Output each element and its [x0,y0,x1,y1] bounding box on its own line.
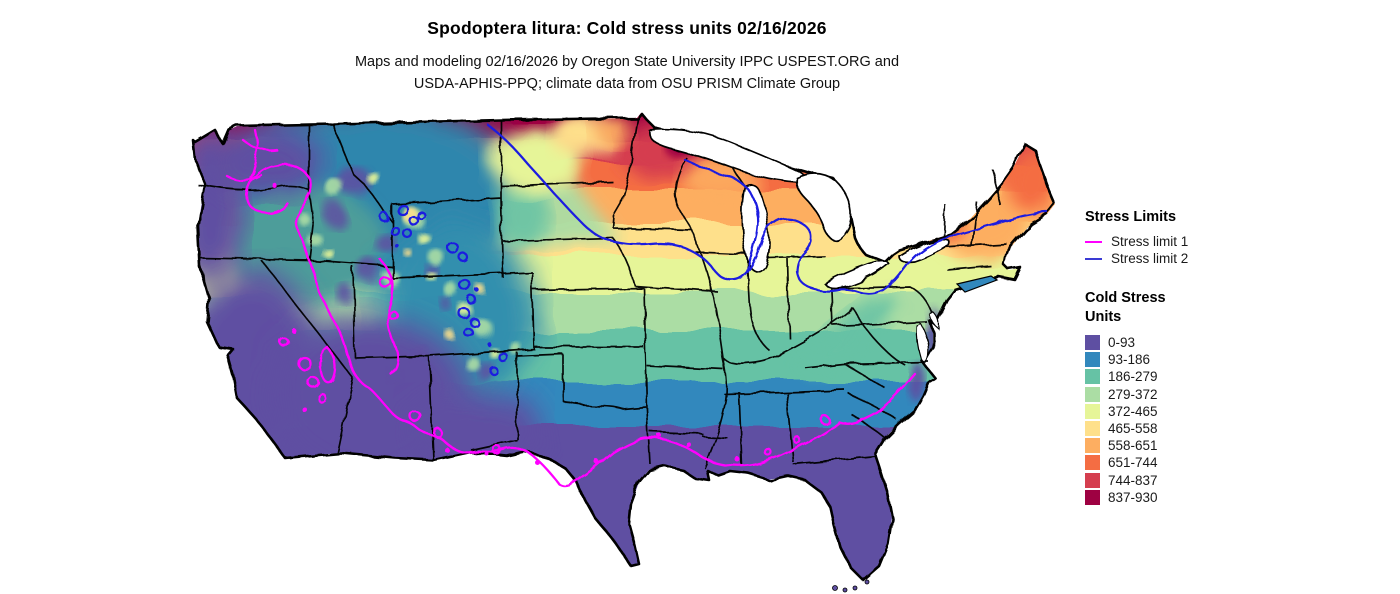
class-range-label: 93-186 [1108,352,1151,368]
class-range-label: 186-279 [1108,369,1158,385]
cold-stress-class-row: 837-930 [1085,489,1255,506]
color-swatch [1085,352,1100,368]
great-lakes [648,128,951,363]
class-range-label: 651-744 [1108,455,1158,471]
page-title: Spodoptera litura: Cold stress units 02/… [427,18,827,38]
florida-keys [832,579,870,593]
color-swatch [1085,421,1100,437]
stress-limits-heading: Stress Limits [1085,209,1177,225]
class-range-label: 372-465 [1108,403,1158,419]
subtitle-line-1: Maps and modeling 02/16/2026 by Oregon S… [354,54,900,70]
stress-limit-line-sample [1085,240,1102,243]
color-swatch [1085,369,1100,385]
color-swatch [1085,403,1100,419]
cold-stress-class-row: 558-651 [1085,437,1255,454]
cold-stress-units-block: Cold Stress Units 0-93 93-186 186-279 279-3… [1085,289,1255,506]
cold-stress-units-heading: Cold Stress Units [1085,290,1166,325]
color-swatch [1085,438,1100,454]
title-block: Spodoptera litura: Cold stress units 02/… [0,18,1254,95]
stress-limit-label: Stress limit 1 [1111,234,1189,249]
stress-limit-2-contour [378,122,1049,376]
cold-stress-class-row: 186-279 [1085,368,1255,385]
page-subtitle: Maps and modeling 02/16/2026 by Oregon S… [0,51,1254,95]
color-swatch [1085,472,1100,488]
cold-stress-class-row: 651-744 [1085,454,1255,471]
color-swatch [1085,489,1100,505]
lake-erie [823,260,890,289]
cold-stress-class-row: 279-372 [1085,386,1255,403]
cold-stress-units-classes: 0-93 93-186 186-279 279-372 372-465 465-558 55… [1085,334,1255,506]
chesapeake-bay [916,323,929,363]
stress-limit-line-sample [1085,257,1102,260]
cold-stress-class-row: 93-186 [1085,351,1255,368]
us-map-svg [191,112,1057,593]
long-island [955,275,999,293]
us-cold-stress-map [185,112,1060,594]
class-range-label: 0-93 [1108,335,1136,351]
subtitle-line-2: USDA-APHIS-PPQ; climate data from OSU PR… [413,76,841,92]
lake-huron [795,172,852,241]
class-range-label: 744-837 [1108,472,1158,488]
stress-limit-legend-row: Stress limit 1 [1085,233,1255,250]
class-range-label: 465-558 [1108,421,1158,437]
color-swatch [1085,335,1100,351]
class-range-label: 558-651 [1108,438,1158,454]
cold-stress-class-row: 0-93 [1085,334,1255,351]
stress-limit-1-contour [225,128,917,488]
class-range-label: 837-930 [1108,489,1158,505]
cold-stress-class-row: 744-837 [1085,472,1255,489]
class-range-label: 279-372 [1108,386,1158,402]
cold-stress-class-row: 465-558 [1085,420,1255,437]
legend-panel: Stress Limits Stress limit 1 Stress limit… [1085,209,1255,506]
lake-michigan [740,183,771,273]
delaware-bay [928,311,940,330]
color-swatch [1085,386,1100,402]
lake-ontario [898,238,951,264]
cold-stress-class-row: 372-465 [1085,403,1255,420]
stress-limit-legend-row: Stress limit 2 [1085,250,1255,267]
stress-limit-label: Stress limit 2 [1111,251,1189,266]
color-swatch [1085,455,1100,471]
stress-limits-items: Stress limit 1 Stress limit 2 [1085,233,1255,267]
